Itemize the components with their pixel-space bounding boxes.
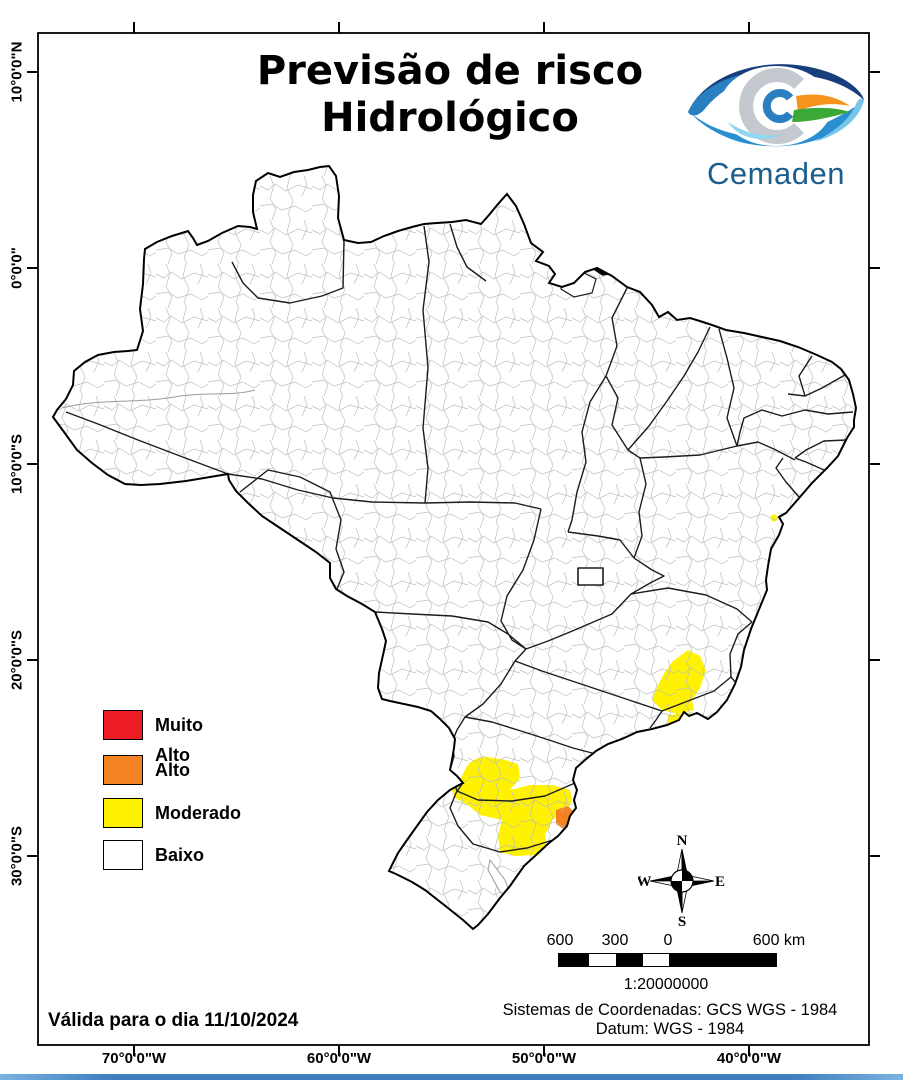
legend-label-alto: Alto [155,760,190,780]
cemaden-eye-icon [688,64,864,147]
cemaden-logo-text: Cemaden [707,156,845,191]
scale-label-600-left: 600 [546,932,574,949]
municipality-boundaries [53,166,856,929]
scale-bar [558,953,777,967]
scale-label-600km: 600 km [752,932,806,949]
lon-label-40w: 40°0'0"W [716,1050,782,1067]
scale-bar-labels: 600 300 0 600 km [0,932,903,952]
lon-label-50w: 50°0'0"W [511,1050,577,1067]
coordinate-system-line: Sistemas de Coordenadas: GCS WGS - 1984 [502,1001,838,1019]
scale-ratio: 1:20000000 [623,976,709,993]
map-frame [37,32,870,1046]
legend-swatch-alto [103,755,143,785]
lon-label-70w: 70°0'0"W [101,1050,167,1067]
scale-label-300: 300 [601,932,629,949]
coordinate-system-note: Sistemas de Coordenadas: GCS WGS - 1984 … [470,1001,870,1040]
bottom-accent-bar [0,1074,903,1080]
compass-n: N [677,834,688,849]
compass-e: E [715,874,725,890]
legend-swatch-baixo [103,840,143,870]
validity-date: Válida para o dia 11/10/2024 [48,1010,299,1031]
cemaden-logo: Cemaden [678,50,874,192]
page-title: Previsão de risco Hidrológico [120,48,780,142]
graticule-ticks [27,22,880,1056]
legend-label-moderado: Moderado [155,803,242,823]
lat-label-30s: 30°0'0"S [8,825,26,887]
lat-label-20s: 20°0'0"S [8,629,26,691]
title-line-2: Hidrológico [321,95,579,142]
scale-label-0: 0 [663,932,673,949]
title-line-1: Previsão de risco [256,48,644,94]
state-boundaries [65,223,854,853]
lat-label-10s: 10°0'0"S [8,433,26,495]
legend-swatch-muito-alto [103,710,143,740]
lat-label-0: 0°0'0" [8,247,26,289]
legend-label-muito-alto: Muito Alto [155,715,203,765]
legend-label-baixo: Baixo [155,845,205,865]
compass-rose-icon: N S W E [638,834,725,928]
lon-label-60w: 60°0'0"W [306,1050,372,1067]
datum-line: Datum: WGS - 1984 [595,1020,745,1039]
lat-label-10n: 10°0'0"N [8,41,26,103]
legend-swatch-moderado [103,798,143,828]
compass-s: S [678,914,686,928]
compass-w: W [638,874,652,890]
